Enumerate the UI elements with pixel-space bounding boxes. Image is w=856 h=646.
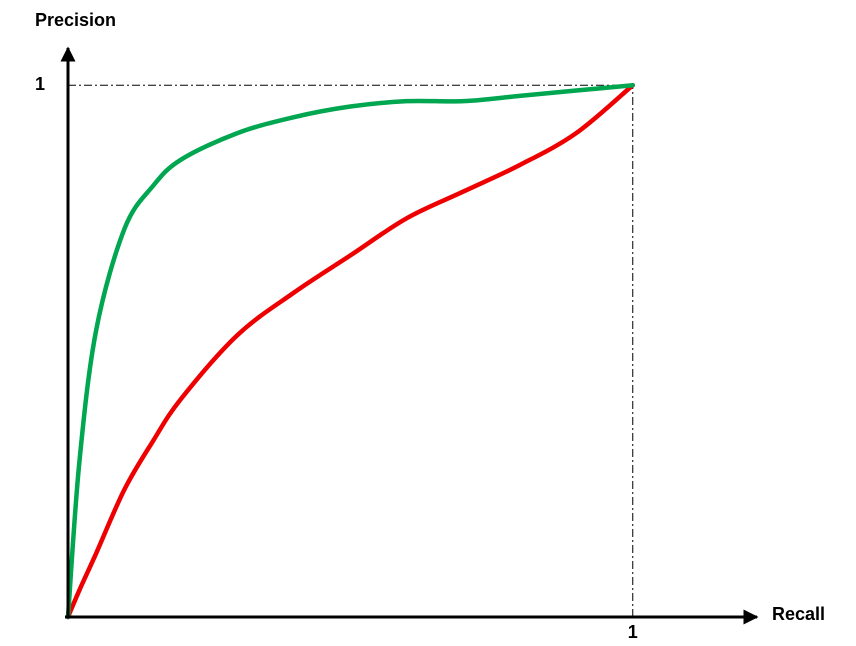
series-line [65, 82, 636, 620]
y-tick-label: 1 [35, 74, 45, 94]
x-tick-label: 1 [628, 622, 638, 642]
plot-area: 11 [35, 46, 759, 642]
y-axis-label: Precision [35, 10, 116, 30]
x-axis-label: Recall [772, 604, 825, 624]
series-line [65, 82, 636, 620]
